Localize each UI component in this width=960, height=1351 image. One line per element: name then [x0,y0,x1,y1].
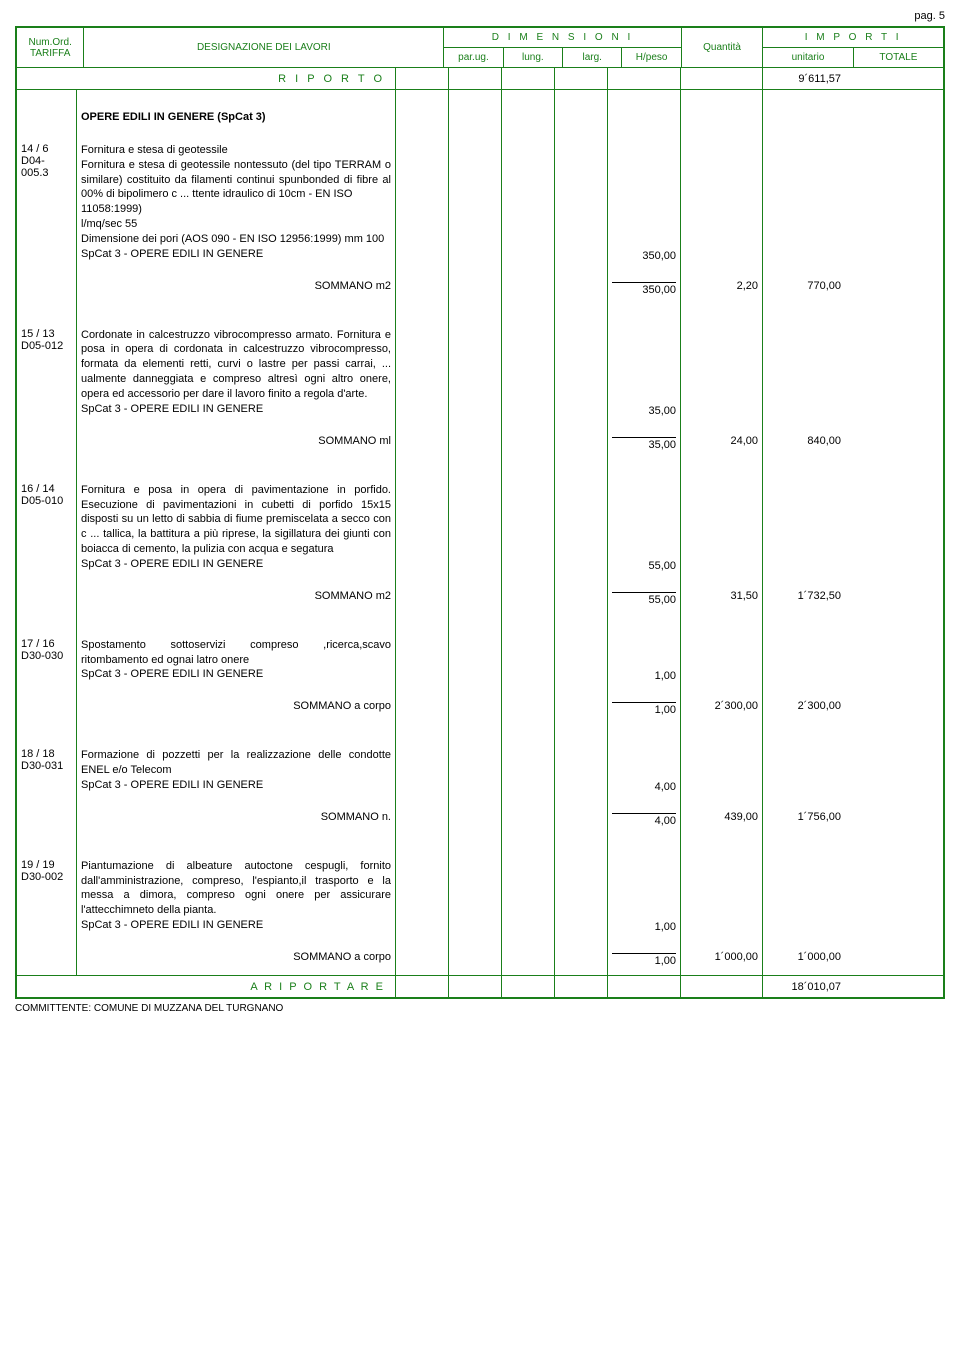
item-row: 16 / 14D05-010Fornitura e posa in opera … [17,481,943,574]
item-row: 14 / 6D04-005.3Fornitura e stesa di geot… [17,141,943,264]
riportare-label: A R I P O R T A R E [17,976,396,997]
sommano-row: SOMMANO m2 55,0031,501´732,50 [17,588,943,608]
hdr-larg: larg. [563,48,622,68]
committente: COMMITTENTE: COMUNE DI MUZZANA DEL TURGN… [15,1003,945,1014]
content-body: OPERE EDILI IN GENERE (SpCat 3)14 / 6D04… [17,90,943,975]
item-total: 1´732,50 [763,588,845,608]
hdr-dimensioni: D I M E N S I O N I [444,27,682,48]
sommano-quant: 35,00 [608,433,681,453]
category-title: OPERE EDILI IN GENERE (SpCat 3) [77,108,396,127]
item-num: 19 / 19D30-002 [17,857,77,935]
item-desc: Formazione di pozzetti per la realizzazi… [77,746,396,795]
spacer-row [17,795,943,809]
sommano-label: SOMMANO m2 [77,278,396,298]
spacer-row [17,419,943,433]
item-quant-sub: 350,00 [608,141,681,264]
item-quant-sub: 1,00 [608,857,681,935]
riportare-row: A R I P O R T A R E 18´010,07 [17,975,943,997]
category-row: OPERE EDILI IN GENERE (SpCat 3) [17,108,943,127]
hdr-totale: TOTALE [853,48,944,68]
unit-price: 31,50 [681,588,763,608]
hdr-importi: I M P O R T I [763,27,944,48]
item-total: 2´300,00 [763,698,845,718]
spacer-row [17,829,943,857]
spacer-row [17,574,943,588]
sommano-quant: 1,00 [608,949,681,969]
page-number: pag. 5 [15,10,945,22]
hdr-lung: lung. [503,48,562,68]
riporto-row: R I P O R T O 9´611,57 [17,68,943,90]
item-quant-sub: 35,00 [608,326,681,419]
sommano-label: SOMMANO a corpo [77,698,396,718]
item-quant-sub: 4,00 [608,746,681,795]
item-total: 840,00 [763,433,845,453]
riporto-label: R I P O R T O [17,68,396,89]
unit-price: 2,20 [681,278,763,298]
riportare-value: 18´010,07 [763,981,845,993]
item-num: 16 / 14D05-010 [17,481,77,574]
item-num: 14 / 6D04-005.3 [17,141,77,264]
item-num: 17 / 16D30-030 [17,636,77,685]
riporto-value: 9´611,57 [763,73,845,85]
spacer-row [17,935,943,949]
spacer-row [17,264,943,278]
item-desc: Fornitura e stesa di geotessileFornitura… [77,141,396,264]
sommano-row: SOMMANO a corpo1,002´300,002´300,00 [17,698,943,718]
sommano-row: SOMMANO n. 4,00439,001´756,00 [17,809,943,829]
item-quant-sub: 1,00 [608,636,681,685]
sommano-quant: 1,00 [608,698,681,718]
item-num: 15 / 13D05-012 [17,326,77,419]
item-desc: Cordonate in calcestruzzo vibrocompresso… [77,326,396,419]
sommano-quant: 350,00 [608,278,681,298]
hdr-unitario: unitario [763,48,854,68]
hdr-numord: Num.Ord. TARIFFA [16,27,84,68]
sommano-label: SOMMANO a corpo [77,949,396,969]
sommano-label: SOMMANO m2 [77,588,396,608]
spacer-row [17,718,943,746]
unit-price: 1´000,00 [681,949,763,969]
spacer-row [17,969,943,975]
hdr-numord-text: Num.Ord. [29,37,72,48]
item-num: 18 / 18D30-031 [17,746,77,795]
hdr-designazione: DESIGNAZIONE DEI LAVORI [84,27,444,68]
item-row: 17 / 16D30-030Spostamento sottoservizi c… [17,636,943,685]
item-total: 770,00 [763,278,845,298]
spacer-row [17,684,943,698]
item-desc: Piantumazione di albeature autoctone ces… [77,857,396,935]
sommano-row: SOMMANO a corpo1,001´000,001´000,00 [17,949,943,969]
item-row: 18 / 18D30-031Formazione di pozzetti per… [17,746,943,795]
hdr-tariffa-text: TARIFFA [30,48,70,59]
hdr-hpeso: H/peso [622,48,681,68]
hdr-parug: par.ug. [444,48,503,68]
unit-price: 24,00 [681,433,763,453]
spacer-row [17,453,943,481]
unit-price: 2´300,00 [681,698,763,718]
item-total: 1´756,00 [763,809,845,829]
sommano-quant: 55,00 [608,588,681,608]
spacer-row [17,298,943,326]
item-desc: Spostamento sottoservizi compreso ,ricer… [77,636,396,685]
hdr-quantita: Quantità [681,27,762,68]
sommano-quant: 4,00 [608,809,681,829]
spacer-row [17,127,943,141]
sommano-label: SOMMANO ml [77,433,396,453]
sommano-row: SOMMANO ml 35,0024,00840,00 [17,433,943,453]
spacer-row [17,608,943,636]
sommano-row: SOMMANO m2 350,002,20770,00 [17,278,943,298]
main-table: Num.Ord. TARIFFA DESIGNAZIONE DEI LAVORI… [15,26,945,999]
item-row: 19 / 19D30-002Piantumazione di albeature… [17,857,943,935]
item-row: 15 / 13D05-012Cordonate in calcestruzzo … [17,326,943,419]
item-quant-sub: 55,00 [608,481,681,574]
unit-price: 439,00 [681,809,763,829]
item-desc: Fornitura e posa in opera di pavimentazi… [77,481,396,574]
sommano-label: SOMMANO n. [77,809,396,829]
spacer-row [17,90,943,108]
item-total: 1´000,00 [763,949,845,969]
